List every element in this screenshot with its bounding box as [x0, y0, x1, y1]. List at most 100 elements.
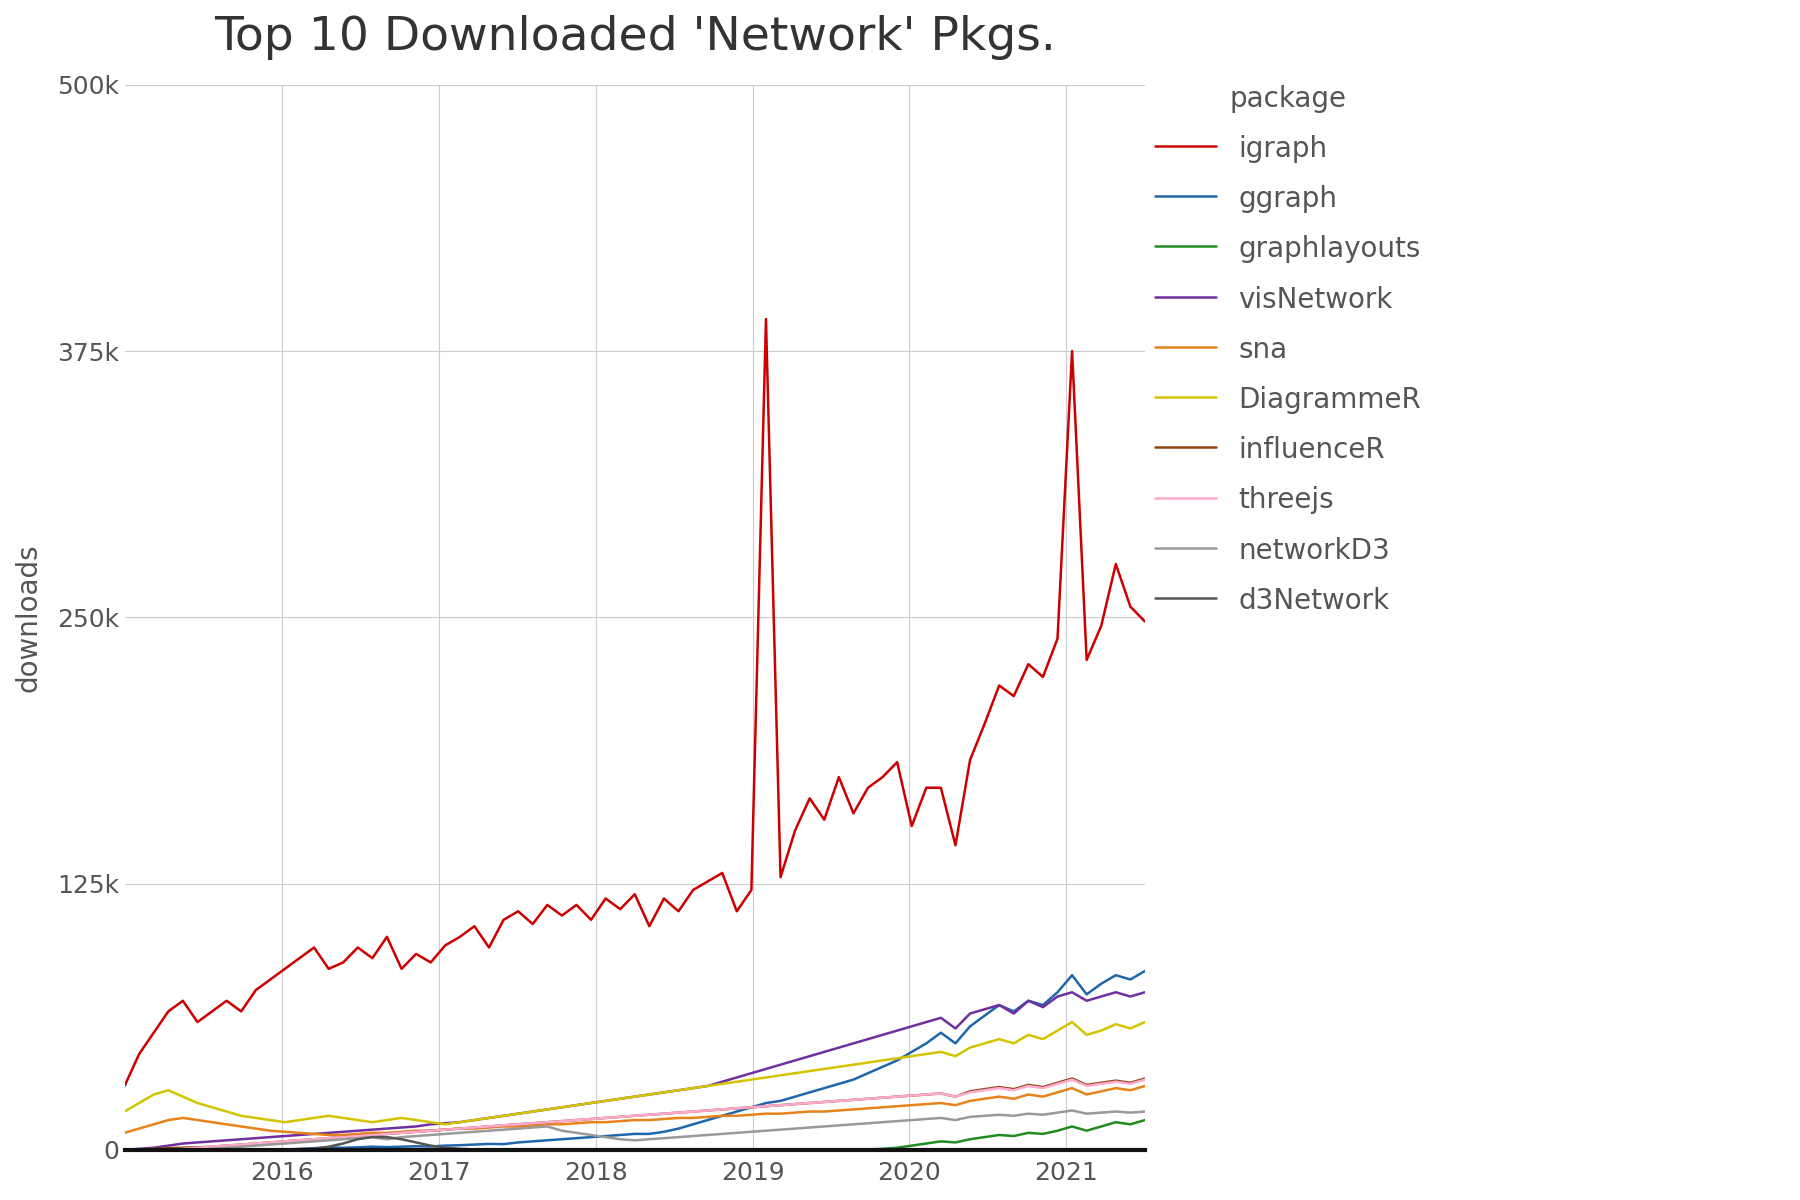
- d3Network: [419, 1139, 441, 1153]
- visNetwork: [142, 1140, 164, 1154]
- threejs: [1134, 1073, 1156, 1087]
- Line: threejs: threejs: [124, 1080, 1145, 1150]
- graphlayouts: [493, 1142, 515, 1157]
- networkD3: [610, 1132, 632, 1146]
- Line: igraph: igraph: [124, 319, 1145, 1086]
- sna: [1091, 1084, 1112, 1098]
- ggraph: [725, 1104, 747, 1118]
- Y-axis label: downloads: downloads: [14, 542, 43, 691]
- visNetwork: [1062, 985, 1084, 1000]
- threejs: [1062, 1073, 1084, 1087]
- graphlayouts: [1134, 1112, 1156, 1127]
- threejs: [113, 1142, 135, 1157]
- ggraph: [610, 1128, 632, 1142]
- d3Network: [113, 1142, 135, 1157]
- visNetwork: [886, 1024, 907, 1038]
- influenceR: [1062, 1072, 1084, 1086]
- d3Network: [1134, 1142, 1156, 1157]
- ggraph: [1076, 988, 1098, 1002]
- influenceR: [1134, 1072, 1156, 1086]
- sna: [1134, 1079, 1156, 1093]
- networkD3: [1134, 1104, 1156, 1118]
- Line: sna: sna: [124, 1086, 1145, 1135]
- influenceR: [886, 1090, 907, 1104]
- networkD3: [1091, 1105, 1112, 1120]
- DiagrammeR: [142, 1087, 164, 1102]
- networkD3: [113, 1142, 135, 1157]
- Line: ggraph: ggraph: [124, 971, 1145, 1150]
- sna: [319, 1128, 340, 1142]
- DiagrammeR: [113, 1104, 135, 1118]
- d3Network: [625, 1142, 646, 1157]
- igraph: [405, 947, 427, 961]
- visNetwork: [1091, 989, 1112, 1003]
- sna: [142, 1117, 164, 1132]
- Line: networkD3: networkD3: [124, 1110, 1145, 1150]
- visNetwork: [405, 1120, 427, 1134]
- threejs: [1091, 1076, 1112, 1091]
- influenceR: [113, 1142, 135, 1157]
- DiagrammeR: [1048, 1024, 1069, 1038]
- igraph: [725, 904, 747, 918]
- graphlayouts: [113, 1142, 135, 1157]
- igraph: [610, 902, 632, 917]
- visNetwork: [725, 1070, 747, 1085]
- igraph: [142, 1026, 164, 1040]
- influenceR: [725, 1102, 747, 1116]
- Line: DiagrammeR: DiagrammeR: [124, 1022, 1145, 1124]
- igraph: [902, 818, 923, 833]
- sna: [113, 1126, 135, 1140]
- threejs: [142, 1142, 164, 1157]
- graphlayouts: [405, 1142, 427, 1157]
- networkD3: [886, 1114, 907, 1128]
- d3Network: [902, 1142, 923, 1157]
- influenceR: [1091, 1075, 1112, 1090]
- Line: d3Network: d3Network: [124, 1138, 1145, 1150]
- networkD3: [725, 1126, 747, 1140]
- DiagrammeR: [1105, 1016, 1127, 1031]
- influenceR: [610, 1110, 632, 1124]
- Legend: igraph, ggraph, graphlayouts, visNetwork, sna, DiagrammeR, influenceR, threejs, : igraph, ggraph, graphlayouts, visNetwork…: [1156, 85, 1422, 614]
- d3Network: [740, 1142, 761, 1157]
- Line: influenceR: influenceR: [124, 1079, 1145, 1150]
- visNetwork: [610, 1092, 632, 1106]
- threejs: [886, 1090, 907, 1104]
- d3Network: [142, 1142, 164, 1157]
- influenceR: [142, 1141, 164, 1156]
- threejs: [610, 1110, 632, 1124]
- Title: Top 10 Downloaded 'Network' Pkgs.: Top 10 Downloaded 'Network' Pkgs.: [214, 14, 1057, 60]
- sna: [740, 1108, 761, 1122]
- visNetwork: [1134, 985, 1156, 1000]
- threejs: [725, 1102, 747, 1116]
- networkD3: [1062, 1103, 1084, 1117]
- threejs: [405, 1124, 427, 1139]
- DiagrammeR: [625, 1090, 646, 1104]
- sna: [419, 1123, 441, 1138]
- visNetwork: [113, 1142, 135, 1157]
- igraph: [1134, 614, 1156, 629]
- networkD3: [142, 1142, 164, 1157]
- ggraph: [142, 1142, 164, 1157]
- igraph: [756, 312, 778, 326]
- Line: graphlayouts: graphlayouts: [124, 1120, 1145, 1150]
- sna: [902, 1098, 923, 1112]
- graphlayouts: [610, 1142, 632, 1157]
- DiagrammeR: [1062, 1015, 1084, 1030]
- sna: [625, 1112, 646, 1127]
- DiagrammeR: [1134, 1015, 1156, 1030]
- d3Network: [1091, 1142, 1112, 1157]
- graphlayouts: [142, 1142, 164, 1157]
- DiagrammeR: [259, 1112, 281, 1127]
- igraph: [1091, 619, 1112, 634]
- DiagrammeR: [740, 1073, 761, 1087]
- ggraph: [1134, 964, 1156, 978]
- graphlayouts: [725, 1142, 747, 1157]
- DiagrammeR: [434, 1117, 455, 1132]
- igraph: [113, 1079, 135, 1093]
- Line: visNetwork: visNetwork: [124, 992, 1145, 1150]
- graphlayouts: [1076, 1123, 1098, 1138]
- ggraph: [493, 1136, 515, 1151]
- networkD3: [405, 1129, 427, 1144]
- influenceR: [405, 1124, 427, 1139]
- ggraph: [405, 1139, 427, 1153]
